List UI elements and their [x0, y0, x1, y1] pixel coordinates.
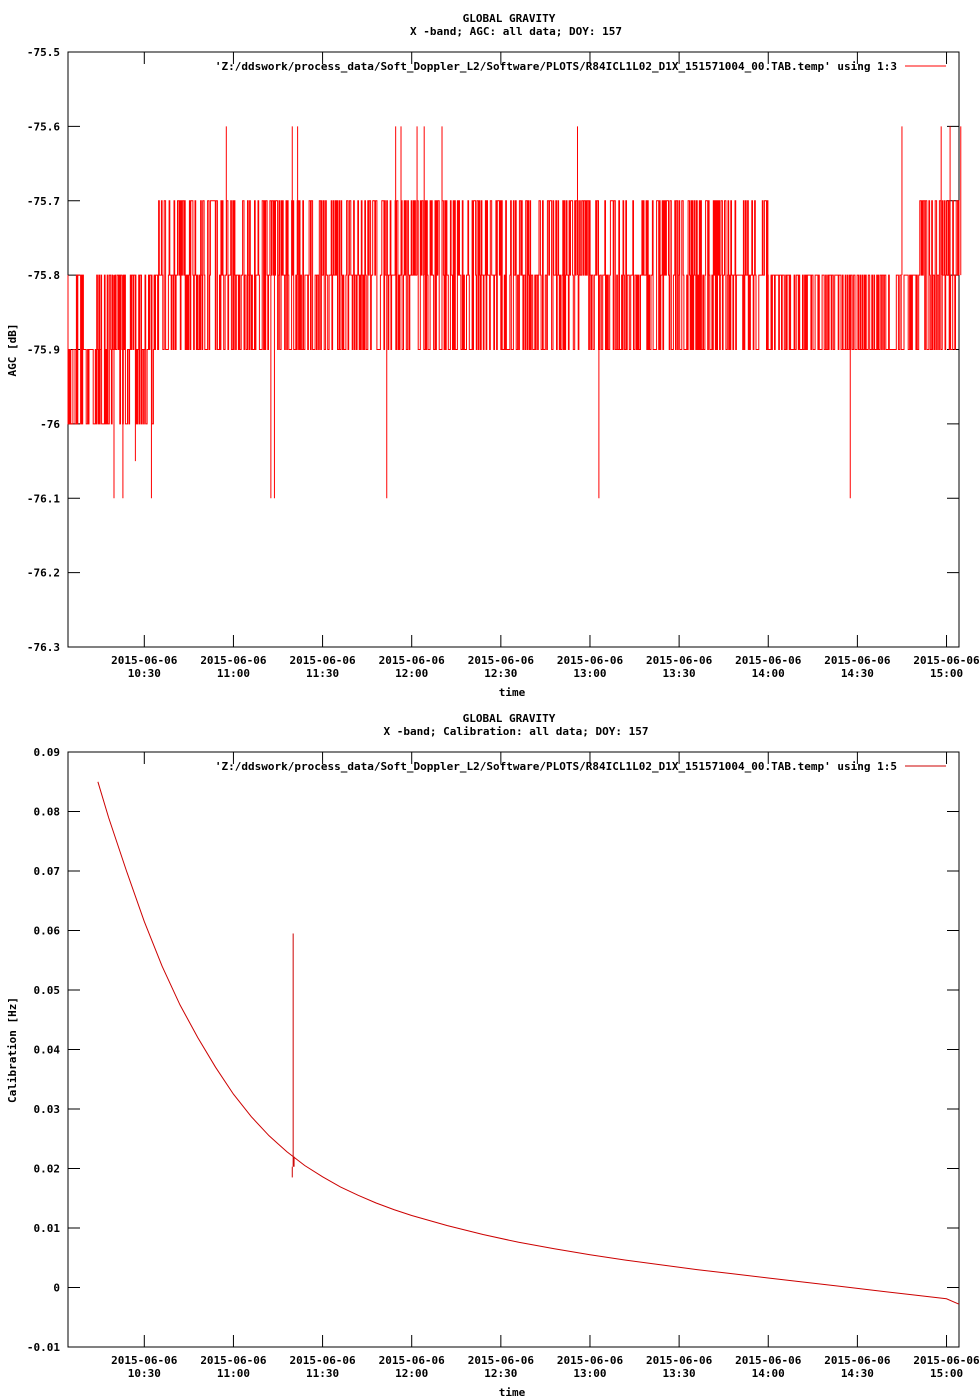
x-tick-label-date: 2015-06-06	[824, 654, 891, 667]
x-tick-label-time: 14:00	[752, 667, 785, 680]
x-tick-label-date: 2015-06-06	[468, 654, 535, 667]
legend-label: 'Z:/ddswork/process_data/Soft_Doppler_L2…	[215, 760, 897, 773]
y-tick-label: 0.02	[34, 1163, 61, 1176]
x-tick-label-date: 2015-06-06	[468, 1354, 535, 1367]
x-tick-label-date: 2015-06-06	[913, 1354, 980, 1367]
x-tick-label-time: 11:30	[306, 667, 339, 680]
x-tick-label-time: 12:30	[484, 667, 517, 680]
y-tick-label: -75.7	[27, 195, 60, 208]
x-axis: 2015-06-0610:302015-06-0611:002015-06-06…	[111, 52, 980, 680]
x-tick-label-time: 11:00	[217, 1367, 250, 1380]
x-tick-label-date: 2015-06-06	[913, 654, 980, 667]
y-tick-label: 0.04	[34, 1044, 61, 1057]
chart-subtitle: X -band; Calibration: all data; DOY: 157	[384, 725, 649, 738]
legend: 'Z:/ddswork/process_data/Soft_Doppler_L2…	[215, 760, 946, 773]
x-axis-label: time	[499, 1386, 526, 1399]
x-tick-label-time: 10:30	[128, 667, 161, 680]
x-tick-label-date: 2015-06-06	[735, 1354, 802, 1367]
y-tick-label: -75.6	[27, 120, 60, 133]
x-tick-label-date: 2015-06-06	[646, 1354, 713, 1367]
chart-title: GLOBAL GRAVITY	[463, 12, 556, 25]
x-tick-label-date: 2015-06-06	[200, 1354, 267, 1367]
x-tick-label-time: 13:00	[573, 1367, 606, 1380]
x-tick-label-date: 2015-06-06	[289, 654, 356, 667]
y-tick-label: -76.2	[27, 567, 60, 580]
series-data	[97, 781, 960, 1305]
agc-series-line	[67, 200, 960, 425]
y-tick-label: -75.5	[27, 46, 60, 59]
x-tick-label-date: 2015-06-06	[824, 1354, 891, 1367]
y-tick-label: 0	[53, 1282, 60, 1295]
chart-title: GLOBAL GRAVITY	[463, 712, 556, 725]
x-tick-label-date: 2015-06-06	[735, 654, 802, 667]
x-tick-label-date: 2015-06-06	[557, 1354, 624, 1367]
y-tick-label: -76.1	[27, 492, 60, 505]
y-tick-label: 0.06	[34, 925, 61, 938]
y-tick-label: 0.09	[34, 746, 61, 759]
y-axis: 0.09 0.08 0.07 0.06 0.05 0.04 0.03 0.02 0.01 0 -0.…	[27, 746, 959, 1354]
x-tick-label-date: 2015-06-06	[200, 654, 267, 667]
calibration-chart: GLOBAL GRAVITY X -band; Calibration: all…	[6, 712, 980, 1399]
x-tick-label-time: 14:00	[752, 1367, 785, 1380]
x-tick-label-time: 12:00	[395, 667, 428, 680]
y-tick-label: -76.3	[27, 641, 60, 654]
x-tick-label-time: 12:00	[395, 1367, 428, 1380]
y-tick-label: -75.8	[27, 269, 60, 282]
x-tick-label-time: 15:00	[930, 667, 963, 680]
x-tick-label-time: 12:30	[484, 1367, 517, 1380]
x-tick-label-time: 11:30	[306, 1367, 339, 1380]
x-tick-label-time: 11:00	[217, 667, 250, 680]
legend: 'Z:/ddswork/process_data/Soft_Doppler_L2…	[215, 60, 946, 73]
calibration-series-line	[97, 781, 960, 1305]
x-axis: 2015-06-0610:302015-06-0611:002015-06-06…	[111, 752, 980, 1380]
x-tick-label-date: 2015-06-06	[379, 1354, 446, 1367]
x-tick-label-date: 2015-06-06	[646, 654, 713, 667]
series-data	[67, 126, 962, 499]
x-tick-label-time: 13:00	[573, 667, 606, 680]
y-tick-label: -76	[40, 418, 60, 431]
x-tick-label-time: 10:30	[128, 1367, 161, 1380]
y-tick-label: 0.07	[34, 865, 61, 878]
y-tick-label: 0.01	[34, 1222, 61, 1235]
y-axis: -75.5 -75.6 -75.7 -75.8 -75.9 -76 -76.1 -76.2 -7…	[27, 46, 959, 654]
x-tick-label-time: 14:30	[841, 1367, 874, 1380]
x-axis-label: time	[499, 686, 526, 699]
x-tick-label-date: 2015-06-06	[111, 1354, 178, 1367]
x-tick-label-date: 2015-06-06	[289, 1354, 356, 1367]
x-tick-label-time: 13:30	[663, 667, 696, 680]
y-axis-label: AGC [dB]	[6, 324, 19, 377]
y-tick-label: 0.05	[34, 984, 61, 997]
chart-subtitle: X -band; AGC: all data; DOY: 157	[410, 25, 622, 38]
x-tick-label-date: 2015-06-06	[111, 654, 178, 667]
x-tick-label-date: 2015-06-06	[379, 654, 446, 667]
agc-chart: GLOBAL GRAVITY X -band; AGC: all data; D…	[6, 12, 980, 699]
x-tick-label-time: 15:00	[930, 1367, 963, 1380]
y-tick-label: -75.9	[27, 344, 60, 357]
y-axis-label: Calibration [Hz]	[6, 997, 19, 1103]
legend-label: 'Z:/ddswork/process_data/Soft_Doppler_L2…	[215, 60, 897, 73]
y-tick-label: -0.01	[27, 1341, 60, 1354]
x-tick-label-time: 13:30	[663, 1367, 696, 1380]
x-tick-label-time: 14:30	[841, 667, 874, 680]
y-tick-label: 0.03	[34, 1103, 61, 1116]
x-tick-label-date: 2015-06-06	[557, 654, 624, 667]
plot-frame	[67, 751, 960, 1348]
y-tick-label: 0.08	[34, 806, 61, 819]
